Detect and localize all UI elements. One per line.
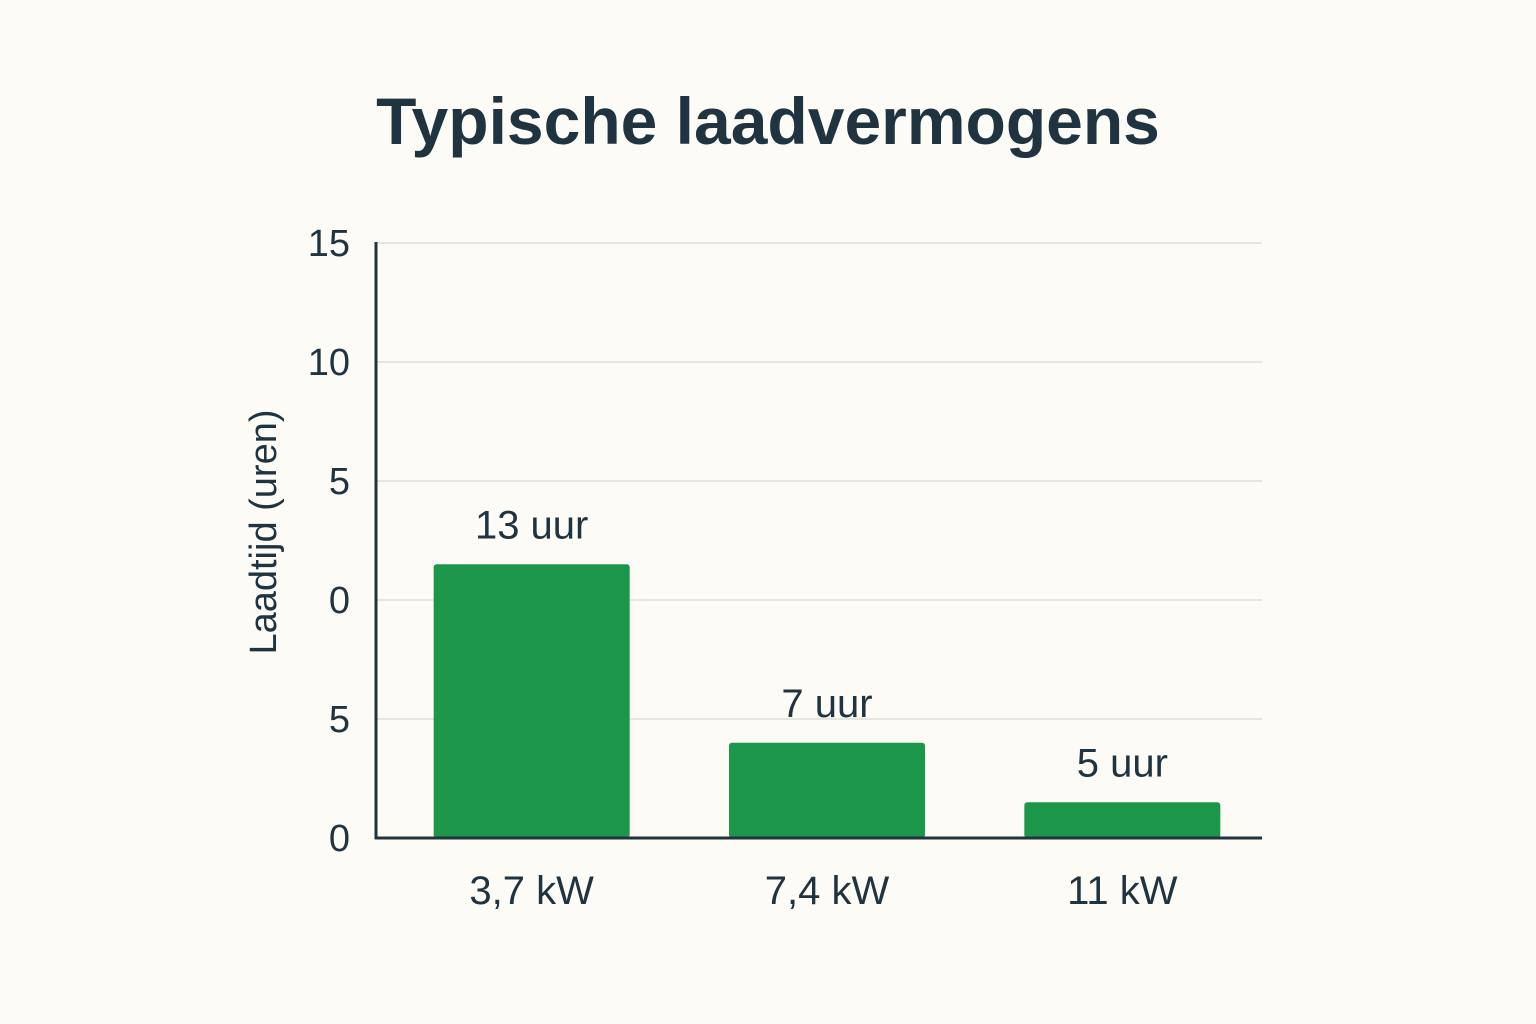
bar: [1024, 802, 1221, 838]
y-tick-label: 0: [329, 818, 350, 860]
data-label: 13 uur: [475, 503, 588, 547]
y-tick-label: 5: [329, 461, 350, 503]
bars: [433, 564, 1221, 838]
y-tick-label: 15: [308, 223, 350, 265]
category-label: 7,4 kW: [765, 869, 890, 913]
y-tick-labels: 0 5 0 5 10 15: [308, 223, 350, 860]
category-label: 3,7 kW: [469, 869, 594, 913]
data-labels: 13 uur 7 uur 5 uur: [475, 503, 1168, 785]
bar: [433, 564, 630, 838]
y-tick-label: 5: [329, 699, 350, 741]
bar: [729, 742, 925, 838]
data-label: 7 uur: [781, 682, 872, 726]
category-labels: 3,7 kW 7,4 kW 11 kW: [469, 869, 1177, 913]
data-label: 5 uur: [1077, 741, 1168, 785]
y-axis-title: Laadtijd (uren): [243, 409, 285, 654]
chart-title: Typische laadvermogens: [376, 84, 1160, 158]
y-tick-label: 0: [329, 580, 350, 622]
y-tick-label: 10: [308, 342, 350, 384]
category-label: 11 kW: [1067, 869, 1178, 913]
